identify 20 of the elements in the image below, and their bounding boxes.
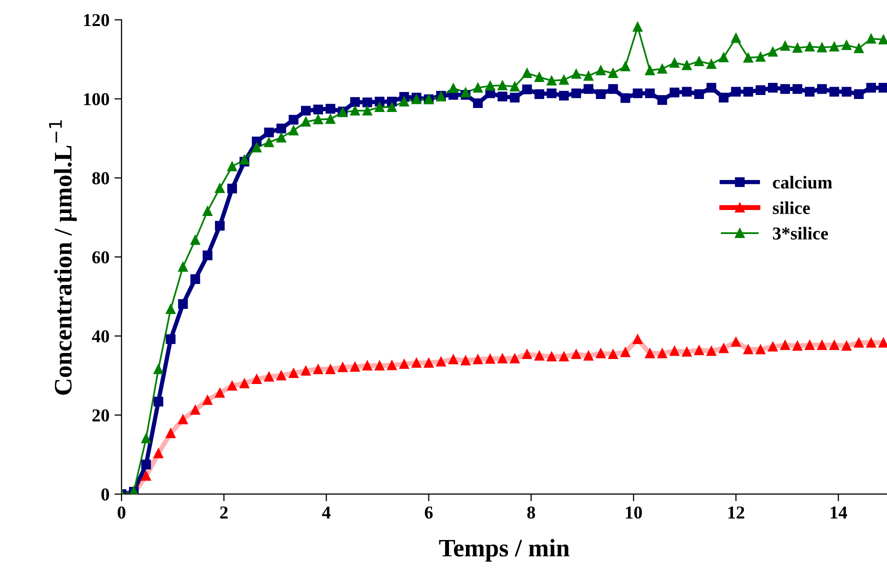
x-tick-label: 12 (728, 506, 744, 518)
y-tick-label: 0 (101, 488, 110, 501)
legend-label: 3*silice (772, 226, 828, 240)
y-tick-label: 120 (84, 14, 110, 26)
y-tick-label: 40 (92, 330, 110, 342)
y-axis-title: Concentration / µmol.L$^{−1}$ (49, 120, 77, 395)
y-tick-label: 80 (92, 172, 110, 184)
x-tick-label: 14 (830, 506, 848, 518)
y-tick-label: 60 (92, 251, 110, 264)
legend-label: calcium (772, 176, 832, 189)
y-tick-label: 100 (84, 93, 110, 106)
x-tick-label: 0 (118, 506, 126, 519)
x-axis-title: Temps / min (439, 538, 570, 562)
legend-label: silice (772, 201, 810, 214)
x-tick-label: 6 (424, 506, 433, 519)
x-tick-label: 10 (626, 506, 642, 519)
x-tick-label: 2 (220, 506, 228, 518)
y-tick-label: 20 (92, 409, 110, 422)
x-tick-label: 4 (322, 506, 331, 518)
x-tick-label: 8 (527, 506, 536, 519)
